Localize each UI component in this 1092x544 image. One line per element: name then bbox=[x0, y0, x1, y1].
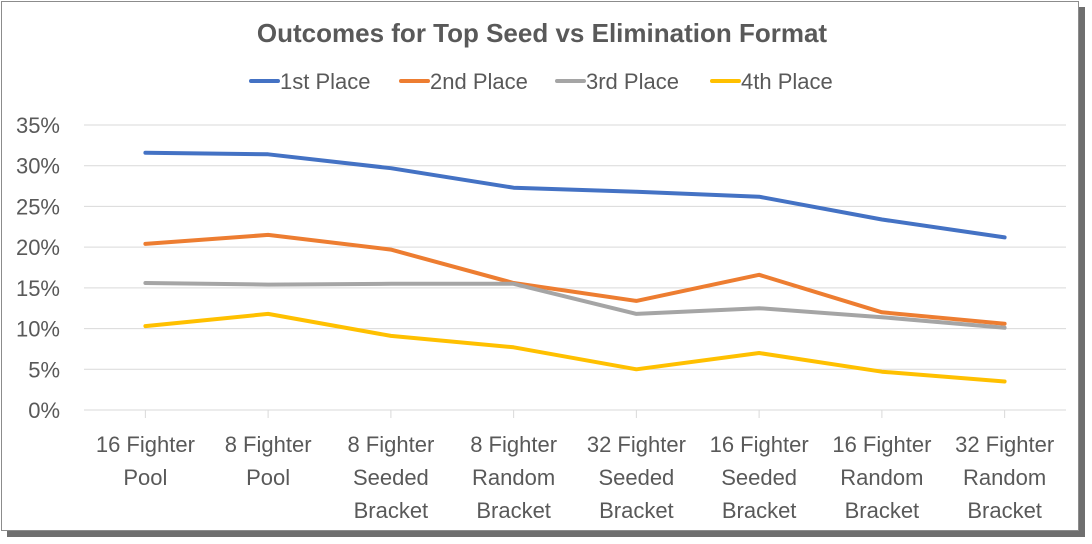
y-tick-label: 10% bbox=[16, 317, 60, 342]
x-tick-label: 8 Fighter Random Bracket bbox=[470, 432, 557, 523]
y-tick-label: 0% bbox=[28, 398, 60, 423]
y-tick-label: 20% bbox=[16, 235, 60, 260]
chart-title: Outcomes for Top Seed vs Elimination For… bbox=[257, 18, 828, 48]
y-tick-label: 15% bbox=[16, 276, 60, 301]
x-tick-label: 16 Fighter Pool bbox=[96, 432, 195, 490]
series-line-2 bbox=[143, 232, 1007, 326]
y-tick-label: 35% bbox=[16, 113, 60, 138]
series-line-3 bbox=[143, 281, 1007, 330]
series-line-4 bbox=[143, 311, 1007, 384]
series-lines bbox=[143, 150, 1007, 384]
y-axis: 0% 5% 10% 15% 20% 25% 30% 35% bbox=[16, 113, 60, 423]
x-tick-label: 8 Fighter Seeded Bracket bbox=[347, 432, 434, 523]
y-tick-label: 25% bbox=[16, 194, 60, 219]
x-tick-label: 16 Fighter Random Bracket bbox=[832, 432, 931, 523]
x-tick-label: 16 Fighter Seeded Bracket bbox=[710, 432, 809, 523]
x-axis: 16 Fighter Pool 8 Fighter Pool 8 Fighter Seed… bbox=[84, 409, 1066, 523]
legend-label: 2nd Place bbox=[430, 69, 528, 94]
x-tick-label: 32 Fighter Seeded Bracket bbox=[587, 432, 686, 523]
x-tick-label: 32 Fighter Random Bracket bbox=[955, 432, 1054, 523]
legend-label: 3rd Place bbox=[586, 69, 679, 94]
y-tick-label: 5% bbox=[28, 357, 60, 382]
y-tick-label: 30% bbox=[16, 154, 60, 179]
legend-label: 1st Place bbox=[280, 69, 371, 94]
legend: 1st Place 2nd Place 3rd Place 4th Place bbox=[249, 69, 833, 94]
legend-label: 4th Place bbox=[741, 69, 833, 94]
series-line-1 bbox=[143, 150, 1007, 240]
chart-frame bbox=[1, 1, 1079, 531]
gridlines bbox=[84, 124, 1066, 370]
x-tick-label: 8 Fighter Pool bbox=[225, 432, 312, 490]
